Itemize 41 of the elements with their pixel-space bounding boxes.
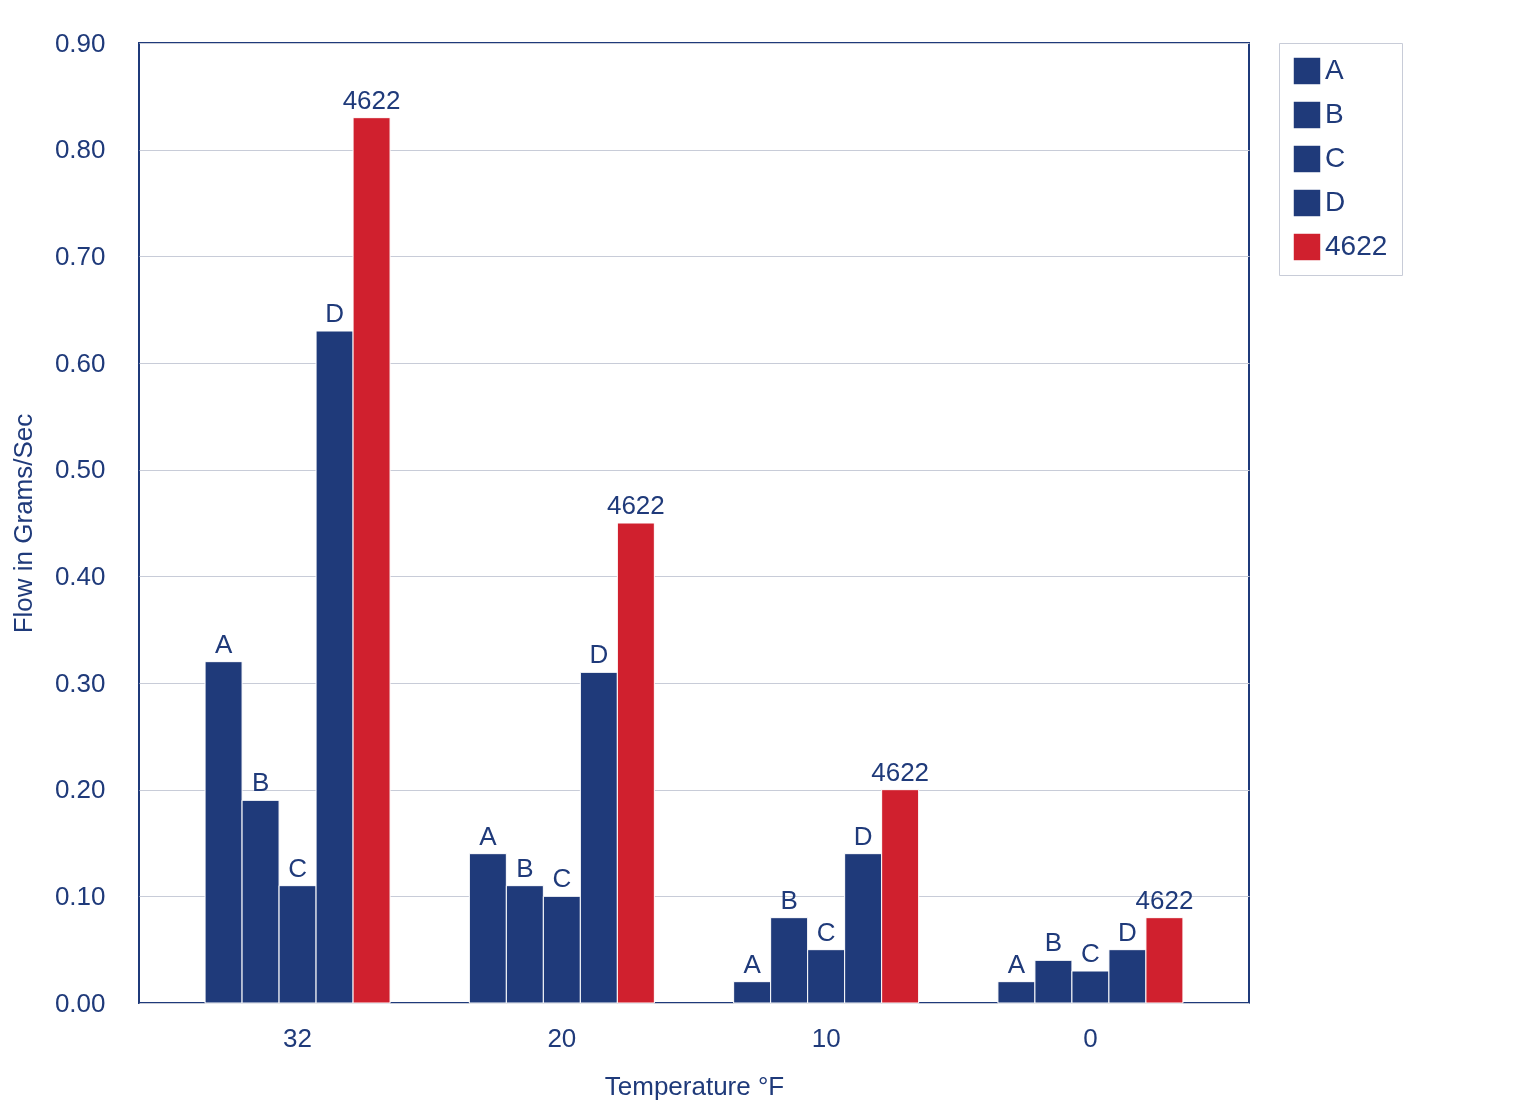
x-axis-title: Temperature °F — [604, 1070, 785, 1101]
x-tick-label: 20 — [547, 1022, 577, 1053]
y-tick-label: 0.00 — [54, 987, 106, 1018]
text: 4622 — [606, 490, 665, 520]
legend-label: 4622 — [1325, 230, 1388, 261]
text: D — [1118, 916, 1137, 947]
y-tick-label: 0.90 — [54, 27, 106, 58]
x-tick-label: 10 — [811, 1022, 841, 1053]
legend-label: D — [1325, 186, 1346, 217]
text: A — [743, 948, 761, 979]
legend-label: C — [1325, 142, 1346, 173]
y-tick-label: 0.30 — [54, 667, 106, 698]
text: A — [479, 820, 497, 851]
text: D — [325, 298, 344, 328]
y-tick-label: 0.70 — [54, 240, 106, 271]
y-axis-title: Flow in Grams/Sec — [7, 413, 38, 634]
y-tick-label: 0.40 — [54, 560, 106, 591]
text: C — [288, 852, 307, 883]
y-tick-label: 0.10 — [54, 880, 106, 911]
y-tick-label: 0.20 — [54, 774, 106, 805]
y-tick-label: 0.50 — [54, 454, 106, 485]
text: C — [816, 916, 836, 947]
text: A — [214, 628, 233, 659]
text: D — [589, 639, 609, 670]
text: A — [1007, 948, 1026, 979]
text: B — [251, 767, 270, 798]
legend-label: A — [1325, 54, 1344, 85]
text: B — [516, 852, 534, 883]
text: B — [780, 884, 798, 915]
text: B — [1044, 927, 1063, 958]
text: 4622 — [1135, 884, 1194, 915]
x-tick-label: 0 — [1083, 1022, 1098, 1053]
text: C — [552, 863, 572, 894]
x-tick-label: 32 — [283, 1022, 313, 1053]
y-tick-label: 0.60 — [54, 347, 106, 378]
y-tick-label: 0.80 — [54, 134, 106, 165]
text: 4622 — [342, 84, 401, 115]
text: C — [1081, 938, 1100, 968]
legend-label: B — [1325, 98, 1344, 129]
text: 4622 — [871, 756, 930, 787]
text: D — [853, 820, 873, 851]
